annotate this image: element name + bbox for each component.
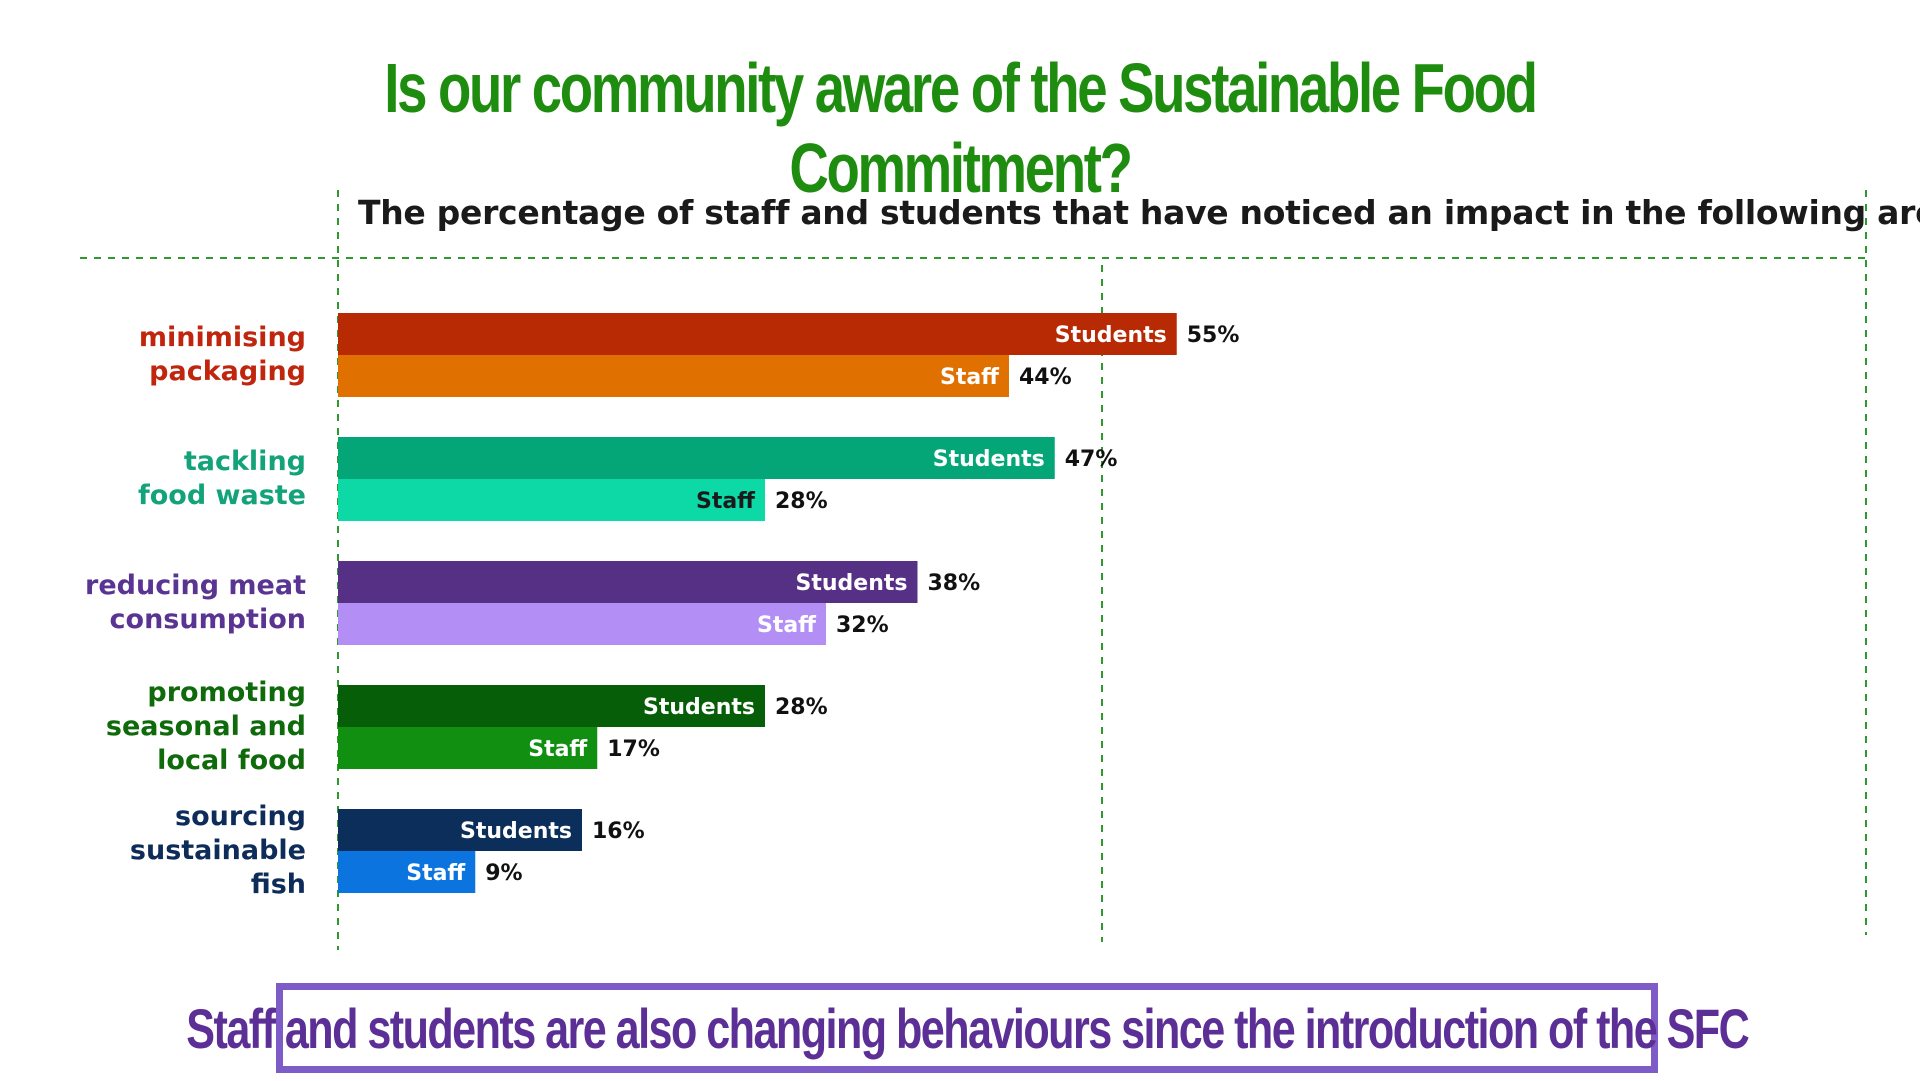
bar-series-label: Students xyxy=(1055,323,1167,348)
bar-staff xyxy=(338,603,826,645)
bar-series-label: Staff xyxy=(406,861,466,886)
category-label: minimising packaging xyxy=(138,322,306,387)
bar-series-label: Staff xyxy=(528,737,588,762)
bar-staff xyxy=(338,727,598,769)
bar-value-label: 32% xyxy=(836,613,889,638)
footer-text: Staff and students are also changing beh… xyxy=(186,996,1749,1060)
bar-students xyxy=(338,313,1177,355)
bar-series-label: Students xyxy=(460,819,572,844)
chart-subtitle: The percentage of staff and students tha… xyxy=(358,193,1920,232)
bar-staff xyxy=(338,851,476,893)
bar-value-label: 55% xyxy=(1187,323,1240,348)
page-title: Is our community aware of the Sustainabl… xyxy=(384,49,1538,207)
category-label: tackling food waste xyxy=(137,446,306,511)
bar-value-label: 28% xyxy=(775,695,828,720)
bar-series-label: Students xyxy=(796,571,908,596)
bar-staff xyxy=(338,479,765,521)
bar-series-label: Staff xyxy=(696,489,756,514)
category-label: sourcing sustainable fish xyxy=(129,801,306,900)
bar-value-label: 17% xyxy=(607,737,660,762)
bar-value-label: 28% xyxy=(775,489,828,514)
bar-students xyxy=(338,685,765,727)
bar-value-label: 44% xyxy=(1019,365,1072,390)
bar-series-label: Students xyxy=(643,695,755,720)
bar-value-label: 16% xyxy=(592,819,645,844)
bar-series-label: Staff xyxy=(940,365,1000,390)
bar-value-label: 9% xyxy=(485,861,522,886)
bars: Students 55% Staff 44% Students 47% Staff 28% St… xyxy=(338,313,1239,893)
bar-value-label: 38% xyxy=(928,571,981,596)
bar-students xyxy=(338,437,1055,479)
category-label: promoting seasonal and local food xyxy=(105,677,306,776)
bar-series-label: Students xyxy=(933,447,1045,472)
bar-series-label: Staff xyxy=(757,613,817,638)
footer-banner: Staff and students are also changing beh… xyxy=(186,983,1750,1073)
bar-students xyxy=(338,561,918,603)
bar-staff xyxy=(338,355,1009,397)
bar-value-label: 47% xyxy=(1065,447,1118,472)
category-label: reducing meat consumption xyxy=(85,570,306,635)
bar-students xyxy=(338,809,582,851)
